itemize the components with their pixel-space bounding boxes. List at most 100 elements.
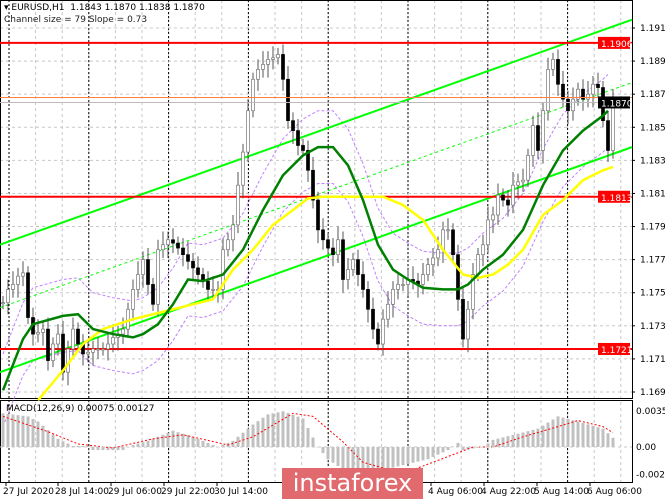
candle [86, 339, 90, 363]
macd-bar [71, 445, 75, 447]
macd-bar [156, 436, 160, 447]
candle [291, 112, 295, 144]
macd-bar [176, 432, 180, 447]
macd-bar [61, 441, 65, 447]
candle [271, 46, 275, 70]
candle [566, 90, 570, 124]
macd-bar [421, 447, 425, 461]
macd-bar [601, 428, 605, 447]
candle [71, 317, 75, 359]
candle [551, 52, 555, 76]
time-tick-label: 4 Aug 06:00 [428, 487, 483, 497]
candle [256, 59, 260, 91]
price-tick-label: 1.1715 [640, 355, 665, 365]
time-tick-label: 6 Aug 06:00 [587, 487, 642, 497]
macd-bar [141, 442, 145, 447]
candle [56, 324, 60, 356]
collapse-triangle-icon[interactable]: ▾ [4, 3, 9, 13]
candle [11, 271, 15, 298]
candle [91, 340, 95, 366]
macd-bar [1, 413, 5, 447]
macd-bar [586, 424, 590, 447]
candle [281, 44, 285, 91]
candle [321, 218, 325, 250]
candle [236, 171, 240, 234]
macd-bar [606, 433, 610, 447]
candle [501, 188, 505, 207]
macd-bar [386, 447, 390, 469]
macd-bar [476, 447, 480, 448]
macd-bar [246, 428, 250, 447]
level-label-bg [598, 342, 630, 355]
candle [201, 267, 205, 288]
macd-bar [371, 447, 375, 473]
price-tick-label: 1.1795 [640, 223, 665, 233]
macd-bar [541, 425, 545, 447]
macd-bar [86, 445, 90, 447]
slow-moving-average [37, 165, 614, 402]
candle [316, 191, 320, 244]
time-tick-label: 30 Jul 14:00 [214, 487, 268, 497]
macd-bar [311, 437, 315, 447]
macd-bar [281, 411, 285, 447]
macd-bar [351, 447, 355, 472]
candle [376, 322, 380, 351]
macd-bar [486, 443, 490, 447]
time-tick-label: 29 Jul 22:00 [161, 487, 215, 497]
macd-bar [161, 434, 165, 447]
macd-bar [236, 436, 240, 447]
candle [6, 279, 10, 315]
macd-bar [501, 437, 505, 447]
price-tick-label: 1.1815 [640, 189, 665, 199]
candle [1, 296, 5, 310]
candle [21, 261, 25, 287]
candle [471, 262, 475, 320]
macd-bar [51, 434, 55, 447]
candle [266, 51, 270, 78]
macd-bar [466, 447, 470, 450]
macd-bar [511, 434, 515, 447]
macd-bar [561, 417, 565, 447]
macd-bar [131, 444, 135, 447]
macd-tick-label: 0.00355 [636, 407, 665, 417]
macd-signal-line [2, 412, 614, 475]
macd-bar [296, 416, 300, 447]
candle [146, 248, 150, 295]
macd-bar [266, 414, 270, 447]
candle [526, 148, 530, 187]
macd-bar [261, 417, 265, 447]
macd-bar [336, 447, 340, 467]
candle [231, 214, 235, 252]
candle [166, 231, 170, 258]
candle [336, 226, 340, 263]
time-tick-label: 29 Jul 06:00 [108, 487, 162, 497]
macd-bar [496, 438, 500, 447]
macd-bar [551, 419, 555, 447]
macd-bar [6, 413, 10, 447]
candle [111, 324, 115, 353]
macd-tick-label: -0.00268 [636, 470, 665, 480]
current-price-label: 1.1870 [601, 99, 633, 109]
macd-bar [41, 425, 45, 447]
candle [451, 223, 455, 262]
macd-bar [471, 447, 475, 449]
level-label: 1.1813 [601, 194, 633, 204]
time-tick-label: 27 Jul 2020 [3, 487, 54, 497]
macd-bar [401, 447, 405, 466]
candle [491, 206, 495, 234]
candle [251, 72, 255, 118]
candle [131, 279, 135, 321]
macd-bar [426, 447, 430, 460]
macd-bar [431, 447, 435, 457]
candle [351, 253, 355, 277]
macd-bar [611, 437, 615, 447]
macd-bar [221, 444, 225, 447]
candle [191, 253, 195, 282]
macd-bar [11, 414, 15, 447]
macd-bar [531, 429, 535, 447]
macd-bar [546, 422, 550, 447]
channel-middle-line [0, 82, 633, 309]
candle [596, 72, 600, 98]
price-tick-label: 1.1735 [640, 322, 665, 332]
